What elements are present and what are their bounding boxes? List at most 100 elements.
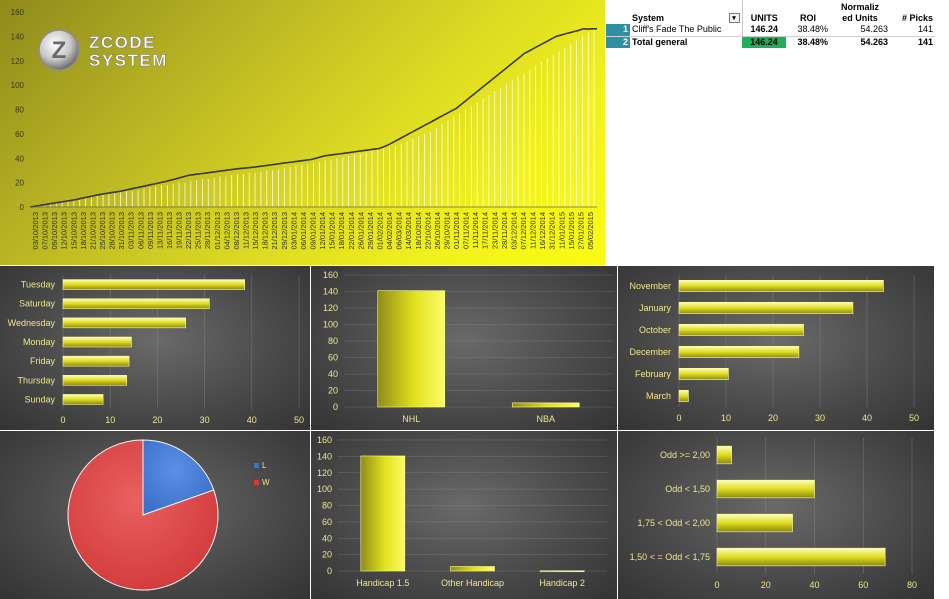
y-axis: 0 20 40 60 80 100 120 140 160	[11, 8, 25, 212]
x-tick-label: 20	[768, 413, 778, 423]
league-svg: 0 20 40 60 80 100 120 140 160 NHL NBA	[323, 270, 613, 424]
x-tick-label: 21/12/2013	[270, 212, 279, 250]
bar[interactable]	[360, 455, 406, 572]
x-tick-label: 18/10/2013	[79, 212, 88, 250]
x-tick-label: 12/01/2014	[318, 212, 327, 250]
x-tick-label: 11/11/2014	[471, 212, 480, 248]
bar[interactable]	[450, 566, 495, 572]
logo-emblem-icon	[38, 29, 80, 71]
cell-normalized[interactable]: 54.263	[830, 24, 890, 37]
x-tick-label: 18/01/2014	[337, 212, 346, 250]
bar[interactable]	[678, 323, 804, 337]
y-tick-label: 0	[327, 566, 332, 576]
y-tick-label: 120	[317, 468, 332, 478]
x-tick-label: 28/11/2013	[203, 212, 212, 249]
x-tick-label: 07/12/2014	[519, 212, 528, 250]
bar[interactable]	[716, 445, 732, 465]
x-tick-label: 07/10/2013	[41, 212, 50, 250]
filter-dropdown-icon[interactable]: ▾	[728, 13, 740, 23]
bar[interactable]	[62, 317, 187, 329]
logo-line1: ZCODE	[89, 33, 156, 52]
header-system-label: System	[632, 13, 665, 23]
cell-roi[interactable]: 38.48%	[797, 36, 828, 47]
header-units: UNITS	[741, 0, 786, 24]
legend-label: W	[262, 478, 270, 487]
x-tick-label: 31/10/2013	[117, 212, 126, 250]
x-tick-label: 30	[200, 415, 210, 425]
bar[interactable]	[62, 298, 210, 309]
x-tick-label: 0	[714, 580, 719, 590]
category-label: Handicap 2	[539, 578, 585, 588]
y-tick-label: 80	[15, 106, 24, 115]
bar[interactable]	[377, 290, 446, 408]
bar[interactable]	[62, 279, 246, 290]
bar[interactable]	[62, 355, 130, 367]
bar[interactable]	[511, 402, 580, 408]
table-row: 1 Cliff's Fade The Public 146.24 38.48% …	[606, 24, 935, 37]
bar[interactable]	[62, 375, 128, 386]
x-tick-label: 26/10/2014	[433, 212, 442, 250]
category-label: January	[639, 303, 672, 313]
bar[interactable]	[539, 570, 585, 573]
handicap-svg: 0 20 40 60 80 100 120 140 160 Handicap 1.5 Other H…	[317, 435, 607, 588]
x-tick-label: 10	[105, 415, 115, 425]
header-picks: # Picks	[901, 13, 933, 23]
x-tick-label: 60	[858, 580, 868, 590]
y-tick-label: 40	[328, 369, 338, 379]
cell-picks[interactable]: 141	[917, 36, 933, 47]
bar[interactable]	[62, 336, 132, 348]
category-label: Wednesday	[8, 318, 56, 328]
bar[interactable]	[678, 367, 729, 381]
cumulative-units-svg: Z ZCODE SYSTEM 0 20 40 60 80 100 120 140 160 03/…	[11, 8, 597, 250]
bar[interactable]	[716, 513, 793, 533]
x-tick-label: 03/11/2013	[127, 212, 136, 249]
y-tick-label: 60	[322, 517, 332, 527]
league-chart: 0 20 40 60 80 100 120 140 160 NHL NBA	[311, 266, 617, 430]
bar[interactable]	[678, 301, 854, 315]
y-tick-label: 80	[328, 336, 338, 346]
y-tick-label: 20	[328, 386, 338, 396]
cell-units[interactable]: 146.24	[741, 24, 786, 37]
table-header-row: System ▾ UNITS ROI Normaliz ed Units # Pic…	[606, 0, 935, 24]
x-tick-label: 15/10/2013	[69, 212, 78, 250]
bar[interactable]	[678, 389, 689, 403]
y-tick-label: 20	[15, 179, 24, 188]
x-tick-label: 15/01/2014	[328, 212, 337, 250]
legend-swatch	[254, 463, 259, 468]
odds-chart: 0 20 40 60 80 Odd >= 2,00 Odd < 1,50 1,75 < Odd…	[618, 431, 934, 599]
x-tick-label: 20	[152, 415, 162, 425]
series-line-path	[29, 27, 597, 208]
bar[interactable]	[678, 345, 800, 359]
category-label: Other Handicap	[441, 578, 504, 588]
x-tick-label: 29/12/2013	[280, 212, 289, 250]
table-row-total: 2 Total general 146.24 38.48% 54.263 141	[606, 36, 935, 48]
x-tick-label: 19/11/2013	[175, 212, 184, 249]
x-tick-label: 40	[247, 415, 257, 425]
header-roi: ROI	[799, 13, 816, 23]
x-tick-label: 07/11/2014	[462, 212, 471, 249]
x-tick-label: 31/12/2014	[548, 212, 557, 250]
legend-label: L	[262, 461, 267, 470]
bar[interactable]	[716, 547, 886, 567]
y-tick-label: 140	[323, 287, 338, 297]
bar[interactable]	[716, 479, 815, 499]
x-tick-label: 06/03/2014	[395, 212, 404, 250]
category-label: Thursday	[17, 375, 55, 385]
weekday-svg: 0 10 20 30 40 50 Tuesday Saturday Wednesday Monda…	[8, 275, 304, 425]
cell-system[interactable]: Total general	[632, 36, 688, 47]
pie-slice[interactable]	[67, 439, 219, 591]
month-chart: 0 10 20 30 40 50 November January October Decembe…	[618, 266, 934, 430]
bar[interactable]	[62, 394, 104, 405]
x-tick-label: 28/11/2014	[500, 212, 509, 249]
x-tick-label: 26/01/2014	[356, 212, 365, 250]
cell-picks[interactable]: 141	[890, 24, 935, 37]
cell-units-highlight[interactable]: 146.24	[742, 36, 786, 48]
y-tick-label: 100	[317, 484, 332, 494]
cell-system[interactable]: Cliff's Fade The Public	[630, 24, 742, 37]
x-tick-label: 30	[815, 413, 825, 423]
odds-svg: 0 20 40 60 80 Odd >= 2,00 Odd < 1,50 1,75 < Odd…	[630, 438, 917, 590]
bar[interactable]	[678, 279, 884, 293]
cell-roi[interactable]: 38.48%	[786, 24, 830, 37]
cell-normalized[interactable]: 54.263	[860, 36, 888, 47]
x-tick-label: 20	[761, 580, 771, 590]
